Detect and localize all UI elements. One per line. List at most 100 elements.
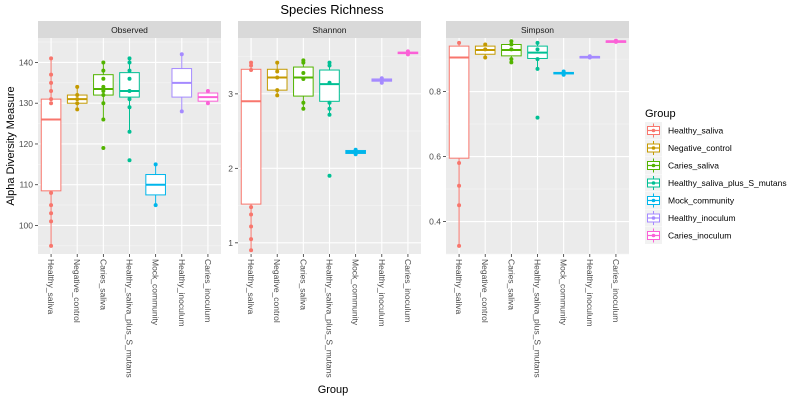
- data-point: [101, 93, 106, 98]
- data-point: [301, 76, 306, 81]
- facet-panels: Observed 100 110 120 130 140 Healthy_saliva Neg…: [19, 21, 629, 378]
- data-point: [49, 243, 54, 248]
- data-point: [49, 190, 54, 195]
- y-tick-label: 100: [19, 220, 33, 230]
- data-point: [405, 52, 410, 57]
- y-tick-label: 0.6: [429, 152, 441, 162]
- legend-key-point: [651, 233, 656, 238]
- data-point: [127, 158, 132, 163]
- data-point: [457, 243, 462, 248]
- data-point: [457, 161, 462, 166]
- y-tick-label: 140: [19, 57, 33, 67]
- data-point: [127, 88, 132, 93]
- data-point: [561, 72, 566, 77]
- facet-strip-label: Shannon: [312, 25, 346, 35]
- data-point: [101, 76, 106, 81]
- data-point: [127, 60, 132, 65]
- legend-key-point: [651, 163, 656, 168]
- data-point: [301, 71, 306, 76]
- data-point: [205, 88, 210, 93]
- data-point: [327, 112, 332, 117]
- data-point: [275, 69, 280, 74]
- x-tick-label: Healthy_saliva: [46, 259, 56, 315]
- x-tick-label: Caries_saliva: [506, 259, 516, 310]
- x-tick-label: Caries_inoculum: [203, 259, 213, 322]
- legend-item-mock-community: Mock_community: [645, 192, 735, 209]
- y-tick-label: 110: [19, 180, 33, 190]
- x-tick-label: Healthy_inoculum: [377, 259, 387, 327]
- data-point: [49, 88, 54, 93]
- data-point: [275, 88, 280, 93]
- data-point: [613, 39, 618, 44]
- box-caries-saliva: [93, 62, 114, 120]
- data-point: [483, 42, 488, 47]
- data-point: [483, 55, 488, 60]
- data-point: [301, 106, 306, 111]
- data-point: [535, 47, 540, 52]
- legend-item-healthy-saliva-plus-s-mutans: Healthy_saliva_plus_S_mutans: [645, 174, 787, 192]
- box-iqr: [40, 98, 62, 192]
- data-point: [509, 57, 514, 62]
- chart-title: Species Richness: [280, 2, 384, 17]
- data-point: [535, 40, 540, 45]
- data-point: [535, 66, 540, 71]
- x-tick-label: Caries_saliva: [98, 259, 108, 310]
- box-healthy-saliva: [40, 58, 62, 246]
- facet-strip: [446, 21, 629, 38]
- data-point: [483, 47, 488, 52]
- legend-key-point: [651, 198, 656, 203]
- data-point: [535, 115, 540, 120]
- data-point: [249, 205, 254, 210]
- legend: Group Healthy_saliva Negative_control Cari…: [645, 108, 787, 244]
- legend-item-caries-saliva: Caries_saliva: [645, 157, 719, 174]
- data-point: [249, 68, 254, 73]
- x-tick-label: Mock_community: [351, 259, 361, 326]
- data-point: [457, 40, 462, 45]
- data-point: [101, 101, 106, 106]
- box-healthy-inoculum: [171, 54, 193, 112]
- data-point: [327, 106, 332, 111]
- data-point: [275, 60, 280, 65]
- data-point: [327, 173, 332, 178]
- data-point: [353, 147, 358, 152]
- panel-simpson: Simpson 0.4 0.6 0.8 Healthy_saliva Negative_c…: [429, 21, 629, 378]
- y-tick-label: 2: [228, 163, 233, 173]
- y-axis-title: Alpha Diversity Measure: [5, 86, 17, 205]
- data-point: [49, 72, 54, 77]
- x-tick-label: Caries_inoculum: [611, 259, 621, 322]
- x-tick-label: Mock_community: [151, 259, 161, 326]
- data-point: [379, 80, 384, 85]
- data-point: [379, 76, 384, 81]
- data-point: [127, 68, 132, 73]
- data-point: [127, 105, 132, 110]
- data-point: [101, 84, 106, 89]
- box-iqr: [240, 68, 262, 205]
- data-point: [457, 203, 462, 208]
- x-tick-label: Healthy_saliva_plus_S_mutans: [125, 259, 135, 378]
- legend-item-caries-inoculum: Caries_inoculum: [645, 227, 731, 244]
- data-point: [249, 248, 254, 253]
- data-point: [49, 219, 54, 224]
- data-point: [101, 146, 106, 151]
- x-tick-label: Caries_saliva: [298, 259, 308, 310]
- x-axis-title: Group: [318, 384, 349, 396]
- x-tick-label: Caries_inoculum: [403, 259, 413, 322]
- data-point: [179, 109, 184, 114]
- data-point: [535, 57, 540, 62]
- box-iqr: [448, 45, 470, 159]
- panel-observed: Observed 100 110 120 130 140 Healthy_saliva Neg…: [19, 21, 221, 378]
- y-tick-label: 120: [19, 139, 33, 149]
- x-tick-label: Healthy_inoculum: [585, 259, 595, 327]
- legend-title: Group: [645, 108, 676, 120]
- x-tick-label: Negative_control: [480, 259, 490, 323]
- box-iqr: [119, 72, 140, 98]
- data-point: [49, 101, 54, 106]
- data-point: [509, 39, 514, 44]
- data-point: [275, 93, 280, 98]
- facet-strip-label: Simpson: [521, 25, 554, 35]
- x-tick-label: Healthy_saliva: [454, 259, 464, 315]
- data-point: [127, 97, 132, 102]
- y-tick-label: 130: [19, 98, 33, 108]
- data-point: [205, 101, 210, 106]
